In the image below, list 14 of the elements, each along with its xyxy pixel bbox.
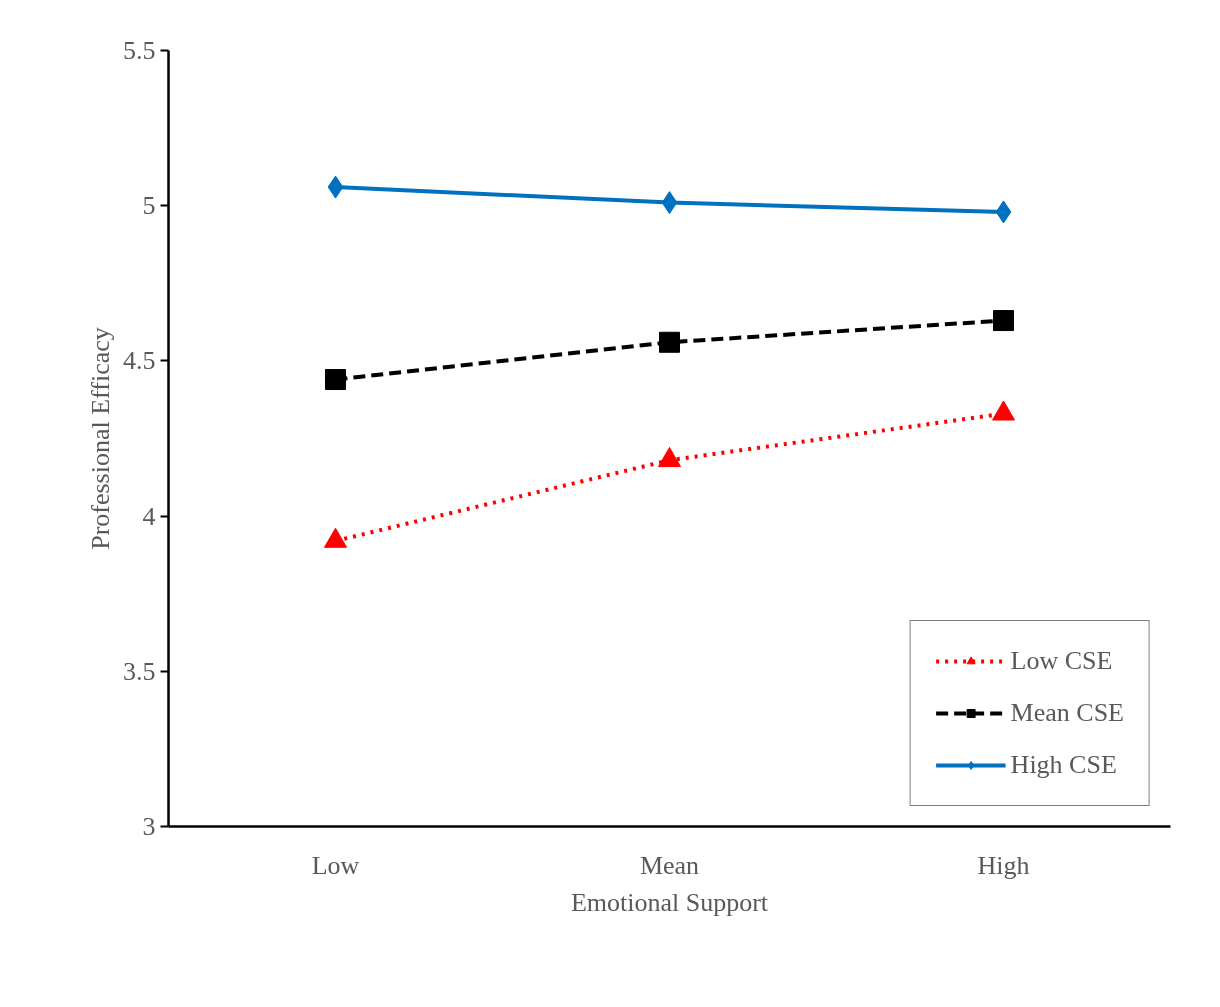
legend-label: High CSE <box>1010 750 1117 780</box>
x-tick-label: Low <box>311 850 360 880</box>
y-tick-label: 3.5 <box>123 656 156 686</box>
legend-label: Mean CSE <box>1010 698 1124 728</box>
legend-label: Low CSE <box>1010 646 1113 676</box>
y-tick-label: 5.5 <box>123 36 156 65</box>
y-tick-label: 4 <box>142 501 156 531</box>
x-axis-title: Emotional Support <box>570 887 769 917</box>
x-tick-label: High <box>977 850 1030 880</box>
y-tick-label: 3 <box>142 812 156 841</box>
y-axis-title: Professional Efficacy <box>86 327 115 550</box>
y-tick-label: 5 <box>142 191 156 221</box>
x-tick-label: Mean <box>639 850 700 880</box>
y-tick-label: 4.5 <box>123 346 156 376</box>
